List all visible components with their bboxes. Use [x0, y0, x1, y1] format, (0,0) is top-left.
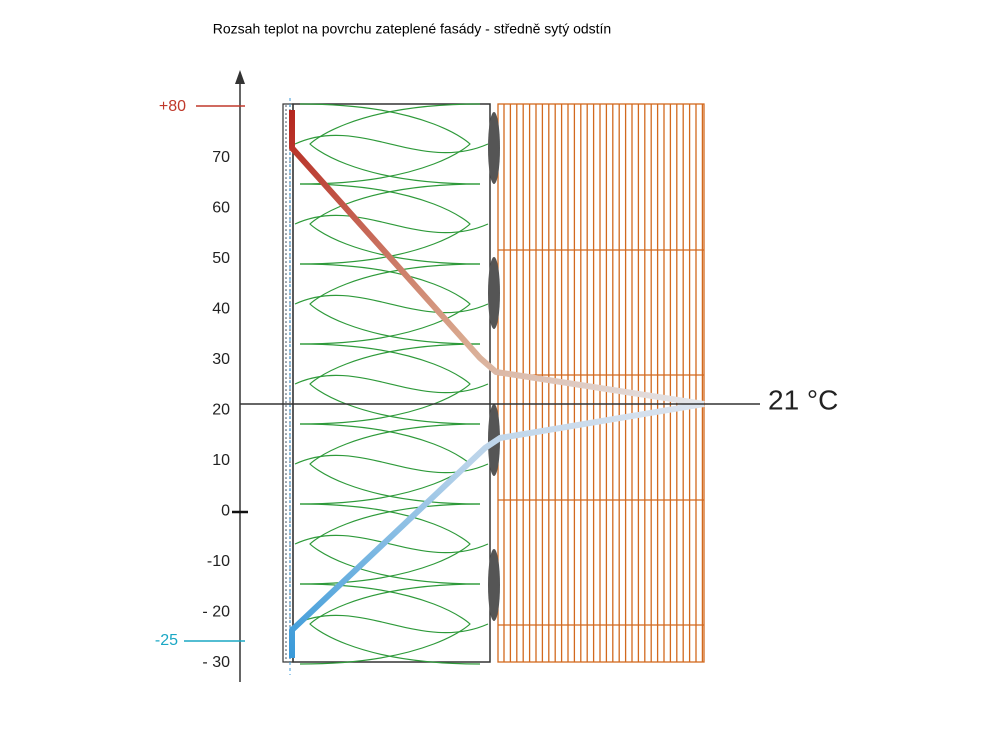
- fibre: [299, 183, 471, 265]
- fibre: [299, 423, 471, 505]
- fibre: [294, 294, 489, 314]
- tick-labels: 70 60 50 40 30 20 10 0 -10 - 20 - 30: [202, 149, 230, 671]
- fibre: [299, 343, 471, 425]
- fibre: [299, 503, 471, 585]
- annotation: 21 °C: [768, 384, 838, 415]
- fibre: [309, 263, 481, 345]
- fibre: [309, 343, 481, 425]
- fibre: [294, 534, 489, 554]
- fibre: [299, 583, 471, 665]
- brick-layer: [497, 103, 705, 663]
- fibre: [294, 134, 489, 154]
- fibre: [294, 374, 489, 394]
- tick-label: 60: [212, 200, 230, 217]
- fibre: [299, 103, 471, 185]
- tick-label: 20: [212, 402, 230, 419]
- tick-label: 40: [212, 301, 230, 318]
- tick-label: - 20: [202, 604, 230, 621]
- fibre: [309, 503, 481, 585]
- fibre: [294, 214, 489, 234]
- cold-curve: [289, 401, 705, 658]
- max-label: +80: [159, 98, 186, 115]
- tick-label: 70: [212, 149, 230, 166]
- tick-label: 50: [212, 250, 230, 267]
- axis-arrow: [235, 70, 245, 84]
- tick-label: 0: [221, 503, 230, 520]
- plaster-layer: [282, 103, 294, 663]
- fibre: [309, 583, 481, 665]
- fibre: [294, 614, 489, 634]
- tick-label: - 30: [202, 654, 230, 671]
- fibre: [309, 103, 481, 185]
- tick-label: 10: [212, 452, 230, 469]
- insulation: [292, 103, 491, 663]
- tick-label: -10: [207, 553, 230, 570]
- hot-curve: [289, 110, 705, 407]
- title: Rozsah teplot na povrchu zateplené fasád…: [213, 21, 611, 37]
- fibre: [309, 423, 481, 505]
- min-label: -25: [155, 632, 178, 649]
- tick-label: 30: [212, 351, 230, 368]
- fibre: [299, 263, 471, 345]
